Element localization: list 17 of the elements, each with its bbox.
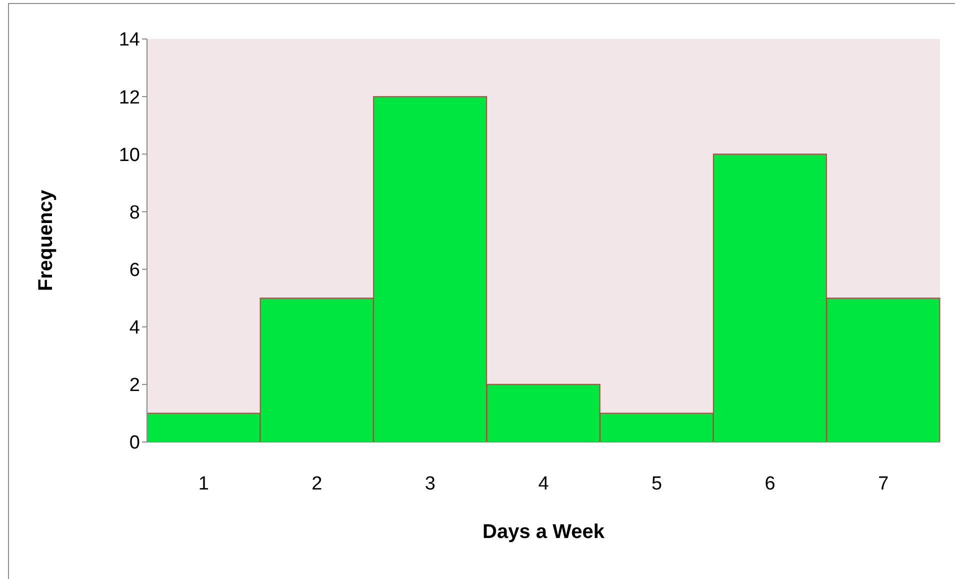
y-tick-label: 10 (118, 144, 140, 166)
y-tick-label: 12 (118, 87, 140, 108)
y-tick-label: 8 (129, 202, 140, 224)
y-tick-label: 4 (129, 318, 140, 339)
x-tick-label: 2 (312, 473, 322, 494)
y-tick-label: 2 (129, 375, 140, 396)
x-axis-title: Days a Week (482, 521, 606, 544)
x-tick-label: 6 (764, 473, 776, 494)
y-tick-label: 14 (118, 30, 140, 51)
x-tick-label: 1 (198, 473, 209, 494)
x-tick-label: 4 (538, 473, 550, 494)
y-axis-title: Frequency (35, 189, 58, 292)
x-tick-label: 7 (878, 473, 889, 494)
x-tick-label: 5 (651, 473, 662, 494)
x-tick-label: 3 (424, 473, 436, 494)
y-tick-label: 0 (129, 432, 140, 454)
y-tick-label: 6 (129, 260, 140, 282)
